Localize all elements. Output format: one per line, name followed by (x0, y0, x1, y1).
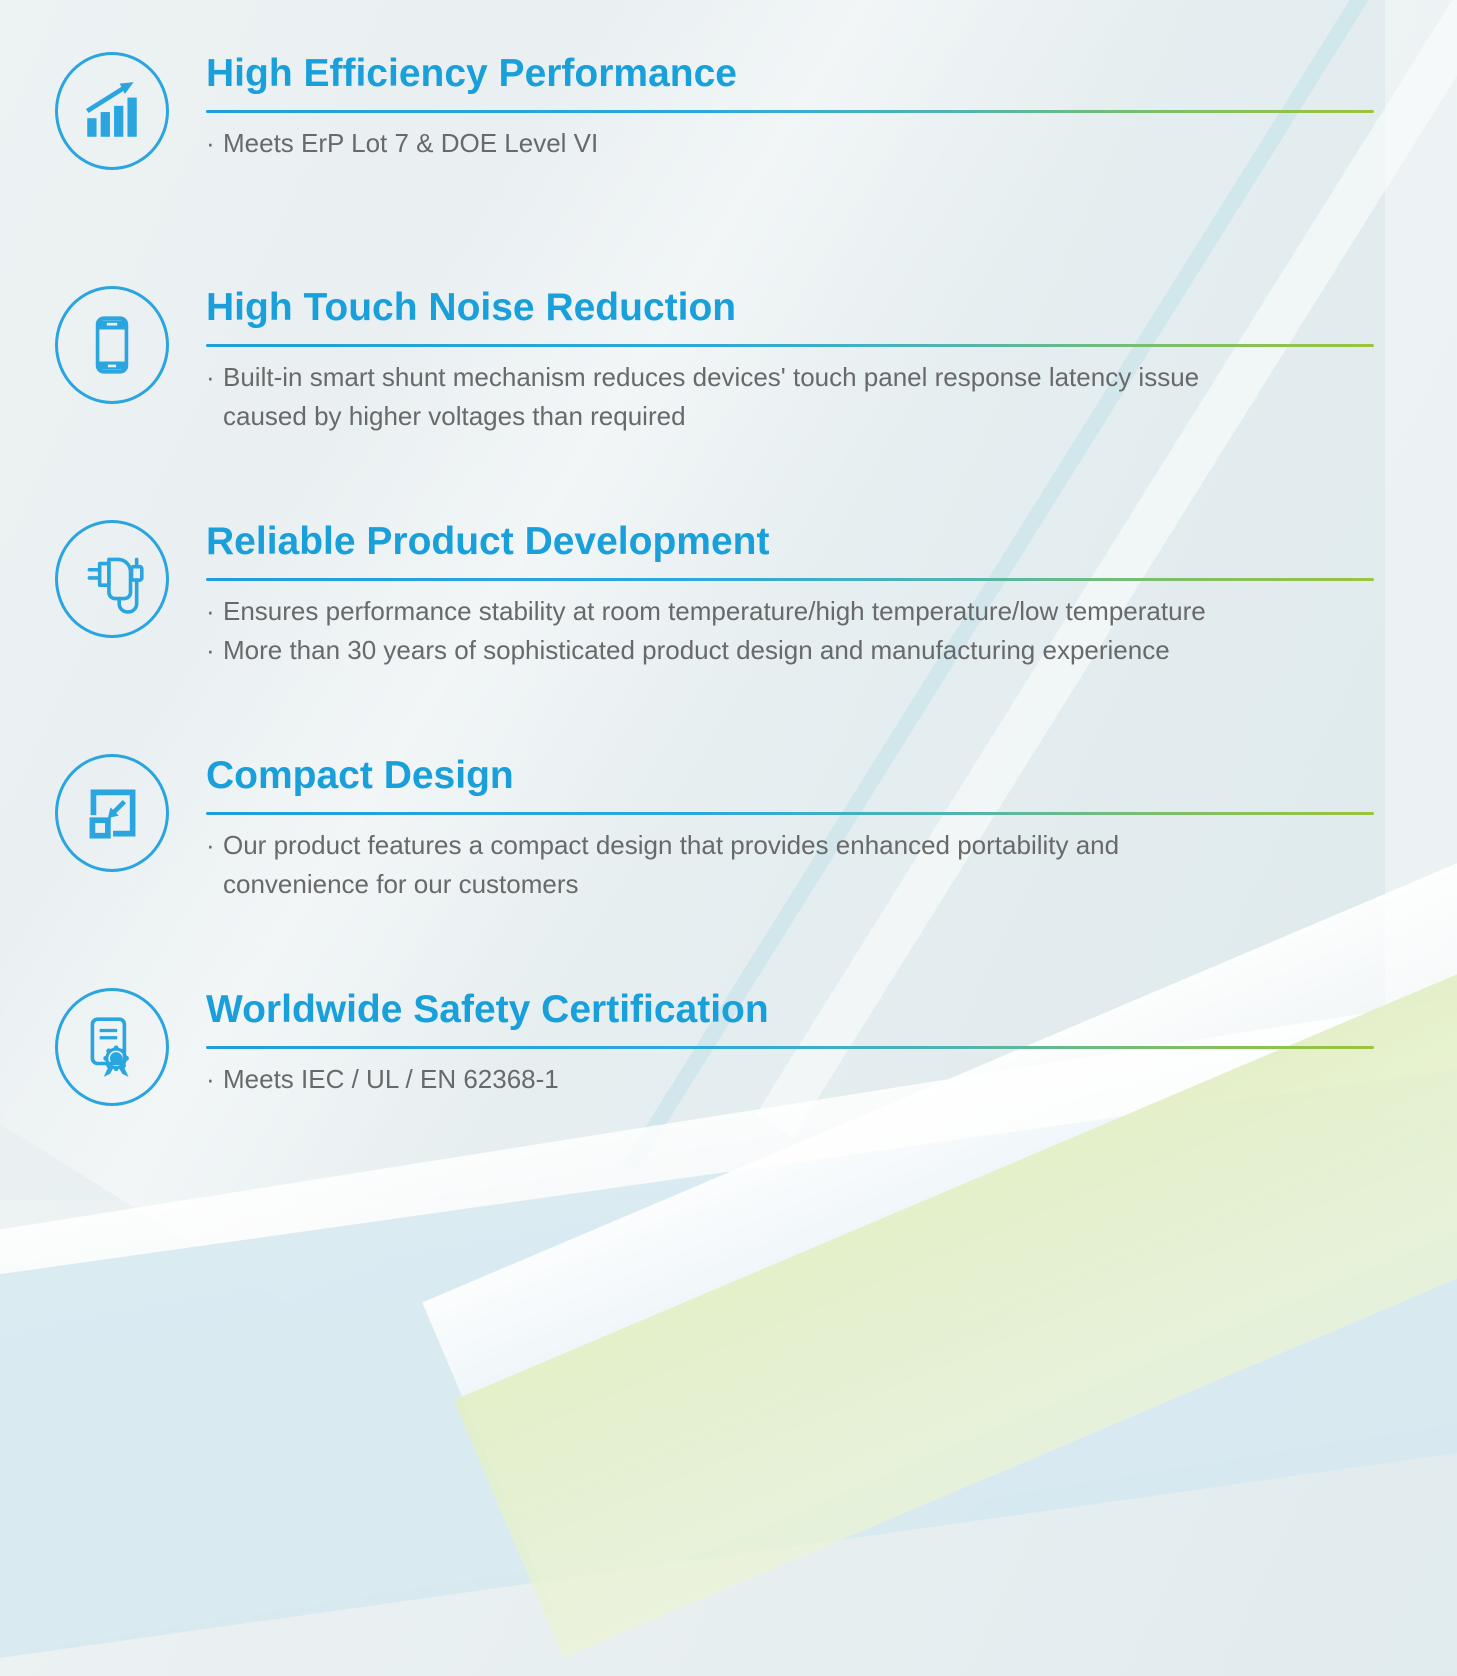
certificate-icon (55, 988, 169, 1106)
feature-title: Reliable Product Development (206, 520, 770, 563)
feature-bullet-line-continuation: · caused by higher voltages than require… (206, 397, 1374, 436)
feature-title: Worldwide Safety Certification (206, 988, 769, 1031)
gradient-divider-line (206, 1046, 1374, 1049)
feature-point-text: Ensures performance stability at room te… (223, 596, 1206, 626)
background-bottom-blue-band (0, 1034, 1457, 1676)
gradient-divider-line (206, 812, 1374, 815)
feature-bullet-line: · Meets IEC / UL / EN 62368-1 (206, 1060, 1374, 1099)
smartphone-icon (55, 286, 169, 404)
bullet-dot: · (206, 1064, 215, 1094)
gradient-divider-line (206, 578, 1374, 581)
feature-point-text: Meets IEC / UL / EN 62368-1 (223, 1064, 559, 1094)
feature-bullet-line: · Our product features a compact design … (206, 826, 1374, 865)
feature-section-reliability: Reliable Product Development · Ensures p… (55, 520, 1457, 754)
feature-title: High Touch Noise Reduction (206, 286, 737, 329)
bullet-dot: · (206, 596, 215, 626)
feature-bullet-line: · More than 30 years of sophisticated pr… (206, 631, 1374, 670)
feature-section-certification: Worldwide Safety Certification · Meets I… (55, 988, 1457, 1106)
bullet-dot: · (206, 362, 215, 392)
gradient-divider-line (206, 110, 1374, 113)
feature-bullet-line: · Built-in smart shunt mechanism reduces… (206, 358, 1374, 397)
feature-bullet-line: · Ensures performance stability at room … (206, 592, 1374, 631)
bullet-dot: · (206, 635, 215, 665)
feature-point-text: Meets ErP Lot 7 & DOE Level VI (223, 128, 599, 158)
feature-section-efficiency: High Efficiency Performance · Meets ErP … (55, 52, 1457, 286)
bar-chart-growth-icon (55, 52, 169, 170)
feature-title: High Efficiency Performance (206, 52, 737, 95)
feature-title: Compact Design (206, 754, 514, 797)
feature-bullet-line-continuation: · convenience for our customers (206, 865, 1374, 904)
feature-list: High Efficiency Performance · Meets ErP … (55, 52, 1457, 1106)
bullet-dot: · (206, 128, 215, 158)
feature-point-text: Our product features a compact design th… (223, 830, 1120, 860)
feature-point-text: convenience for our customers (223, 869, 579, 899)
feature-point-text: More than 30 years of sophisticated prod… (223, 635, 1170, 665)
feature-section-touch-noise: High Touch Noise Reduction · Built-in sm… (55, 286, 1457, 520)
feature-section-compact: Compact Design · Our product features a … (55, 754, 1457, 988)
gradient-divider-line (206, 344, 1374, 347)
compact-resize-icon (55, 754, 169, 872)
feature-point-text: caused by higher voltages than required (223, 401, 686, 431)
power-adapter-icon (55, 520, 169, 638)
feature-point-text: Built-in smart shunt mechanism reduces d… (223, 362, 1200, 392)
feature-bullet-line: · Meets ErP Lot 7 & DOE Level VI (206, 124, 1374, 163)
bullet-dot: · (206, 830, 215, 860)
